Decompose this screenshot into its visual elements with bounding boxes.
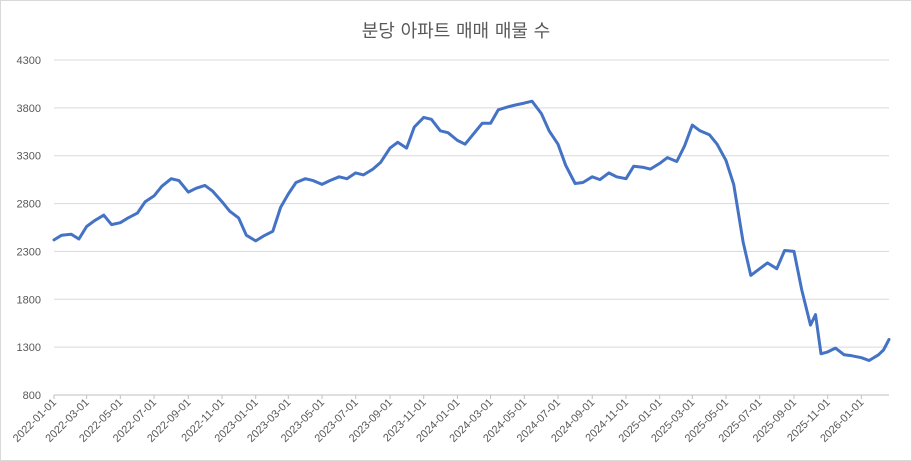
series-line — [52, 99, 891, 362]
x-axis: 2022-01-012022-03-012022-05-012022-07-01… — [11, 394, 889, 445]
y-tick-label: 800 — [23, 390, 41, 402]
y-axis: 800 1300 1800 2300 2800 3300 3800 4300 — [17, 55, 41, 402]
y-tick-label: 3300 — [17, 151, 41, 163]
series-layer — [52, 99, 891, 362]
y-tick-label: 1800 — [17, 294, 41, 306]
gridlines — [54, 59, 889, 348]
y-tick-label: 4300 — [17, 55, 41, 67]
y-tick-label: 3800 — [17, 103, 41, 115]
y-tick-label: 2800 — [17, 199, 41, 211]
chart-title: 분당 아파트 매매 매물 수 — [362, 21, 551, 42]
y-tick-label: 2300 — [17, 246, 41, 258]
y-tick-label: 1300 — [17, 342, 41, 354]
